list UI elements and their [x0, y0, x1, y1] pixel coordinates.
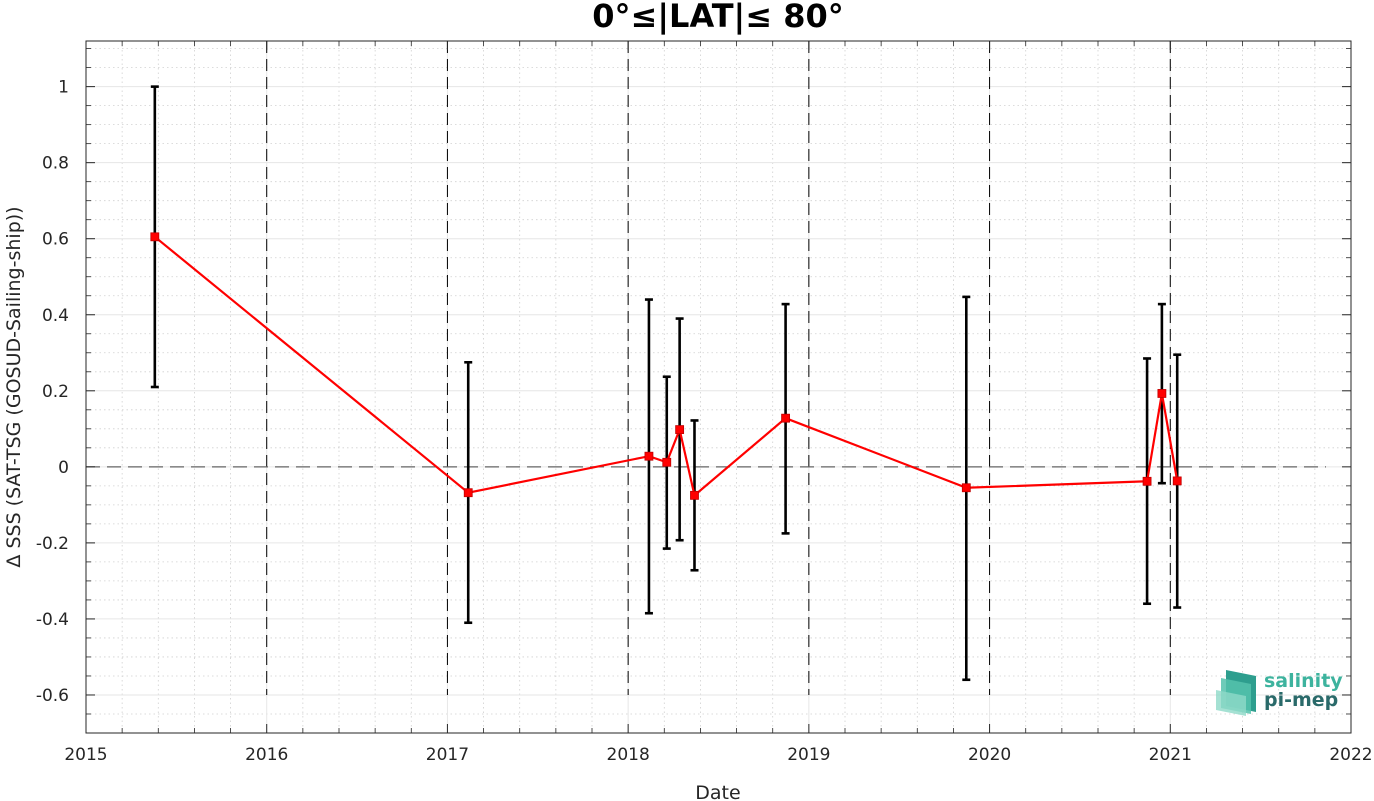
x-tick-label-7: 2022: [1329, 745, 1372, 765]
data-point-7: [961, 483, 971, 493]
y-tick-label-1: -0.4: [36, 610, 69, 630]
plot-border: [85, 40, 1352, 734]
data-point-0: [150, 232, 160, 242]
x-tick-label-5: 2020: [968, 745, 1011, 765]
y-axis-label: Δ SSS (SAT-TSG (GOSUD-Sailing-ship)): [3, 206, 25, 567]
y-tick-label-5: 0.4: [42, 306, 69, 326]
data-point-8: [1142, 476, 1152, 486]
x-tick-label-6: 2021: [1149, 745, 1192, 765]
plot-area: [86, 41, 1351, 733]
y-tick-labels: -0.6 -0.4 -0.2 0 0.2 0.4 0.6 0.8 1: [36, 78, 69, 706]
data-point-4: [675, 425, 685, 434]
logo-line2: pi-mep: [1264, 689, 1338, 711]
data-point-5: [690, 490, 699, 500]
logo-line1: salinity: [1264, 670, 1343, 692]
y-tick-label-8: 1: [58, 78, 69, 98]
x-tick-label-2: 2017: [426, 745, 469, 765]
year-markers: [266, 41, 1171, 695]
wave-logo-icon: [1216, 670, 1256, 716]
data-point-10: [1172, 476, 1182, 486]
salinity-pi-mep-logo: salinity pi-mep: [1216, 670, 1343, 716]
data-point-2: [644, 451, 654, 461]
minor-grid: [86, 41, 1351, 733]
x-tick-label-0: 2015: [64, 745, 107, 765]
data-point-9: [1157, 389, 1167, 398]
data-point-3: [662, 457, 672, 467]
series-markers: [150, 232, 1182, 500]
x-tick-label-4: 2019: [787, 745, 830, 765]
data-point-1: [463, 488, 473, 498]
x-tick-labels: 2015 2016 2017 2018 2019 2020 2021 2022: [64, 745, 1372, 765]
x-axis-label: Date: [695, 782, 740, 801]
y-tick-label-4: 0.2: [42, 382, 69, 402]
y-tick-label-6: 0.6: [42, 230, 69, 250]
x-tick-label-1: 2016: [245, 745, 288, 765]
x-tick-label-3: 2018: [607, 745, 650, 765]
y-tick-label-7: 0.8: [42, 154, 69, 174]
y-tick-label-2: -0.2: [36, 534, 69, 554]
chart-title: 0°≤|LAT|≤ 80°: [592, 0, 843, 36]
data-point-6: [781, 413, 790, 423]
y-tick-label-3: 0: [58, 458, 69, 478]
y-tick-label-0: -0.6: [36, 686, 69, 706]
axis-ticks: [85, 41, 1352, 733]
